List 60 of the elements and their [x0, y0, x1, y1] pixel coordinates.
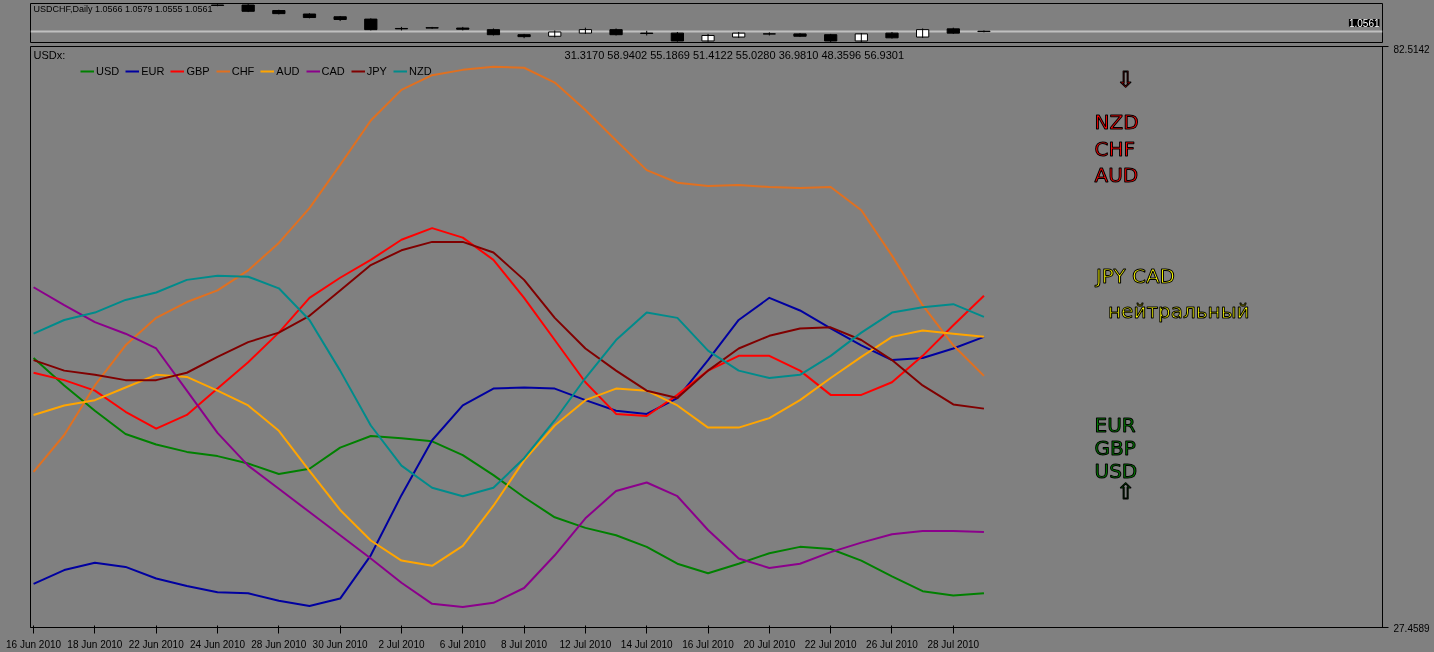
line-series [32, 227, 985, 430]
x-tick-label: 8 Jul 2010 [501, 638, 548, 650]
candlestick [578, 27, 593, 35]
text: ⇩ [1116, 66, 1135, 92]
x-tick-label: 22 Jun 2010 [128, 638, 185, 650]
legend-label: GBP [186, 65, 210, 77]
x-tick-label: 12 Jul 2010 [559, 638, 612, 650]
legend-label: JPY [366, 65, 387, 77]
candlestick [364, 17, 378, 31]
x-tick-label: 28 Jun 2010 [251, 638, 307, 650]
candlestick [885, 31, 899, 40]
x-tick-label: 14 Jul 2010 [620, 638, 674, 650]
candlestick [548, 29, 562, 38]
line-series [32, 356, 985, 597]
line-series [32, 65, 985, 473]
x-tick-label: 24 Jun 2010 [189, 638, 246, 650]
text: CHF [1094, 136, 1136, 161]
chart-subtitle: 31.3170 58.9402 55.1869 51.4122 55.0280 36.9810 48.3596 56.9301 [564, 49, 905, 62]
candlestick [793, 32, 807, 38]
legend-label: CHF [231, 65, 255, 77]
y-tick-label: 27.4589 [1393, 622, 1431, 634]
text: GBP [1094, 435, 1136, 460]
chart-title: USDx: [33, 49, 66, 62]
x-tick-label: 16 Jul 2010 [682, 638, 735, 650]
line-series [32, 274, 985, 498]
x-tick-label: 26 Jul 2010 [866, 638, 919, 650]
text: нейтральный [1108, 299, 1250, 324]
legend-label: NZD [408, 65, 432, 77]
x-tick-label: 28 Jul 2010 [927, 638, 980, 650]
legend-label: USD [96, 65, 120, 77]
x-tick-label: 6 Jul 2010 [439, 638, 487, 650]
text: JPY CAD [1093, 264, 1176, 289]
x-tick-label: 2 Jul 2010 [378, 638, 425, 650]
text: NZD [1094, 110, 1139, 135]
legend-label: AUD [276, 65, 300, 77]
candlestick [517, 33, 531, 39]
chart-title: USDCHF,Daily 1.0566 1.0579 1.0555 1.0561 [33, 3, 213, 14]
x-tick-label: 30 Jun 2010 [312, 638, 369, 650]
legend-label: CAD [321, 65, 345, 77]
legend-label: EUR [141, 65, 165, 77]
x-tick-label: 20 Jul 2010 [743, 638, 796, 650]
text: EUR [1094, 412, 1136, 437]
candlestick [609, 27, 623, 36]
candlestick [946, 27, 960, 35]
candlestick [762, 31, 776, 36]
candlestick [425, 26, 439, 30]
line-series [32, 240, 985, 410]
candlestick [916, 27, 930, 39]
candlestick [302, 12, 317, 19]
y-tick-label: 82.5142 [1393, 43, 1431, 55]
text: AUD [1094, 162, 1139, 187]
line-series [32, 329, 985, 567]
candlestick [486, 27, 501, 36]
x-tick-label: 16 Jun 2010 [6, 638, 62, 650]
x-tick-label: 22 Jul 2010 [804, 638, 857, 650]
candlestick [333, 15, 347, 22]
text: ⇧ [1116, 479, 1135, 505]
candlestick [732, 31, 746, 39]
text: 1.0561 [1348, 18, 1380, 29]
x-tick-label: 18 Jun 2010 [67, 638, 123, 650]
